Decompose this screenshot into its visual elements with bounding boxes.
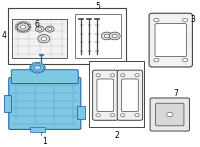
- Circle shape: [36, 72, 39, 73]
- FancyBboxPatch shape: [150, 98, 189, 131]
- Circle shape: [36, 62, 39, 64]
- Text: 3: 3: [190, 15, 195, 24]
- Circle shape: [16, 24, 18, 26]
- Circle shape: [42, 69, 44, 71]
- Circle shape: [24, 22, 27, 24]
- Circle shape: [183, 18, 188, 22]
- Circle shape: [31, 65, 33, 66]
- FancyBboxPatch shape: [149, 13, 192, 67]
- Circle shape: [42, 65, 44, 66]
- Circle shape: [121, 114, 125, 117]
- Circle shape: [109, 32, 120, 40]
- Circle shape: [48, 28, 52, 30]
- Circle shape: [30, 67, 32, 69]
- Circle shape: [26, 29, 29, 31]
- Circle shape: [183, 58, 188, 62]
- Circle shape: [110, 114, 115, 117]
- Bar: [8, 8, 126, 64]
- Circle shape: [28, 28, 31, 30]
- FancyBboxPatch shape: [11, 70, 78, 83]
- Circle shape: [45, 26, 54, 32]
- Text: 4: 4: [2, 31, 6, 40]
- Circle shape: [43, 67, 45, 69]
- Circle shape: [22, 31, 25, 33]
- Circle shape: [121, 74, 125, 77]
- Circle shape: [96, 114, 100, 117]
- Circle shape: [26, 23, 29, 25]
- Circle shape: [28, 26, 31, 28]
- Bar: [89, 61, 144, 127]
- Circle shape: [19, 22, 22, 24]
- Circle shape: [135, 74, 139, 77]
- Bar: [4, 95, 11, 112]
- Circle shape: [20, 25, 26, 29]
- Circle shape: [17, 29, 20, 31]
- Circle shape: [22, 21, 25, 23]
- FancyBboxPatch shape: [93, 70, 118, 120]
- Circle shape: [154, 18, 159, 22]
- Bar: [75, 14, 121, 58]
- Circle shape: [96, 74, 100, 77]
- Circle shape: [36, 26, 44, 32]
- Text: 2: 2: [114, 131, 119, 140]
- FancyBboxPatch shape: [97, 79, 114, 111]
- Circle shape: [38, 28, 42, 30]
- Circle shape: [104, 34, 109, 38]
- FancyBboxPatch shape: [9, 78, 81, 129]
- Circle shape: [16, 28, 18, 30]
- FancyBboxPatch shape: [156, 103, 184, 126]
- Circle shape: [101, 32, 112, 40]
- Circle shape: [38, 35, 50, 43]
- Circle shape: [167, 112, 173, 117]
- Text: 5: 5: [95, 2, 100, 11]
- Circle shape: [17, 23, 29, 31]
- Bar: [30, 127, 45, 132]
- Text: 7: 7: [173, 89, 178, 98]
- FancyBboxPatch shape: [122, 79, 138, 111]
- Circle shape: [34, 65, 41, 70]
- Circle shape: [110, 74, 115, 77]
- Circle shape: [154, 58, 159, 62]
- Circle shape: [112, 34, 117, 38]
- Circle shape: [17, 23, 20, 25]
- Circle shape: [40, 71, 42, 73]
- Circle shape: [41, 37, 47, 41]
- Text: 1: 1: [42, 137, 47, 146]
- Circle shape: [24, 30, 27, 32]
- Circle shape: [31, 69, 33, 71]
- Circle shape: [33, 71, 35, 73]
- Circle shape: [33, 63, 35, 64]
- Text: 6: 6: [35, 20, 40, 29]
- FancyBboxPatch shape: [155, 24, 187, 57]
- Circle shape: [135, 114, 139, 117]
- Bar: [12, 19, 67, 58]
- Circle shape: [30, 62, 45, 73]
- Circle shape: [15, 26, 18, 28]
- Circle shape: [19, 30, 22, 32]
- Bar: [77, 106, 85, 119]
- Circle shape: [40, 63, 42, 64]
- Circle shape: [28, 24, 31, 26]
- FancyBboxPatch shape: [117, 70, 143, 120]
